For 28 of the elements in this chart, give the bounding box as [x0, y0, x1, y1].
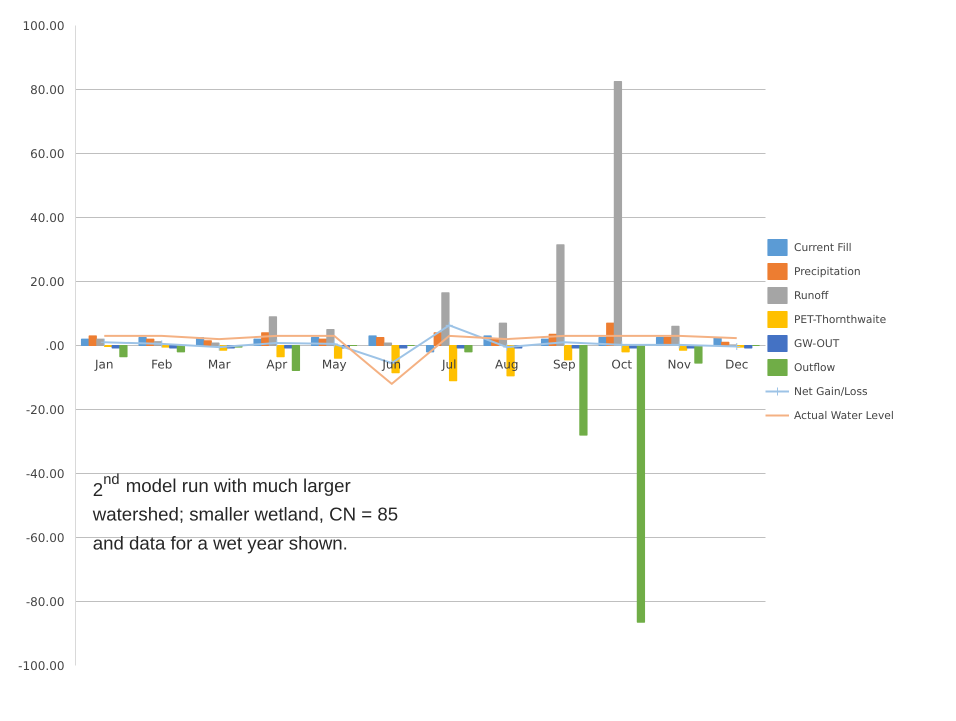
legend-label: Outflow: [794, 360, 836, 374]
legend-label: GW-OUT: [794, 336, 840, 350]
legend-label: Runoff: [794, 288, 828, 302]
x-tick-label: Mar: [208, 358, 231, 372]
y-tick-label: -80.00: [26, 595, 65, 609]
y-tick-label: -60.00: [26, 531, 65, 545]
x-tick-label: Apr: [266, 358, 288, 372]
x-tick-label: Feb: [151, 358, 172, 372]
x-tick-label: Sep: [552, 358, 576, 372]
x-tick-label: Dec: [725, 358, 748, 372]
y-tick-label: 40.00: [30, 211, 65, 225]
x-tick-label: Oct: [611, 358, 632, 372]
x-tick-label: May: [322, 358, 347, 372]
legend-label: PET-Thornthwaite: [794, 312, 886, 326]
x-tick-label: Nov: [668, 358, 691, 372]
y-tick-label: -20.00: [26, 403, 65, 417]
y-tick-label: 80.00: [30, 83, 65, 97]
y-tick-label: 60.00: [30, 147, 65, 161]
legend-label: Actual Water Level: [794, 408, 894, 422]
y-tick-label: 20.00: [30, 275, 65, 289]
x-tick-label: Jan: [94, 358, 114, 372]
legend-label: Current Fill: [794, 240, 852, 254]
y-tick-label: -40.00: [26, 467, 65, 481]
y-tick-label: -100.00: [18, 659, 65, 673]
y-tick-label: .00: [45, 339, 65, 353]
y-tick-label: 100.00: [22, 19, 65, 33]
legend-label: Precipitation: [794, 264, 861, 278]
legend-label: Net Gain/Loss: [794, 384, 868, 398]
